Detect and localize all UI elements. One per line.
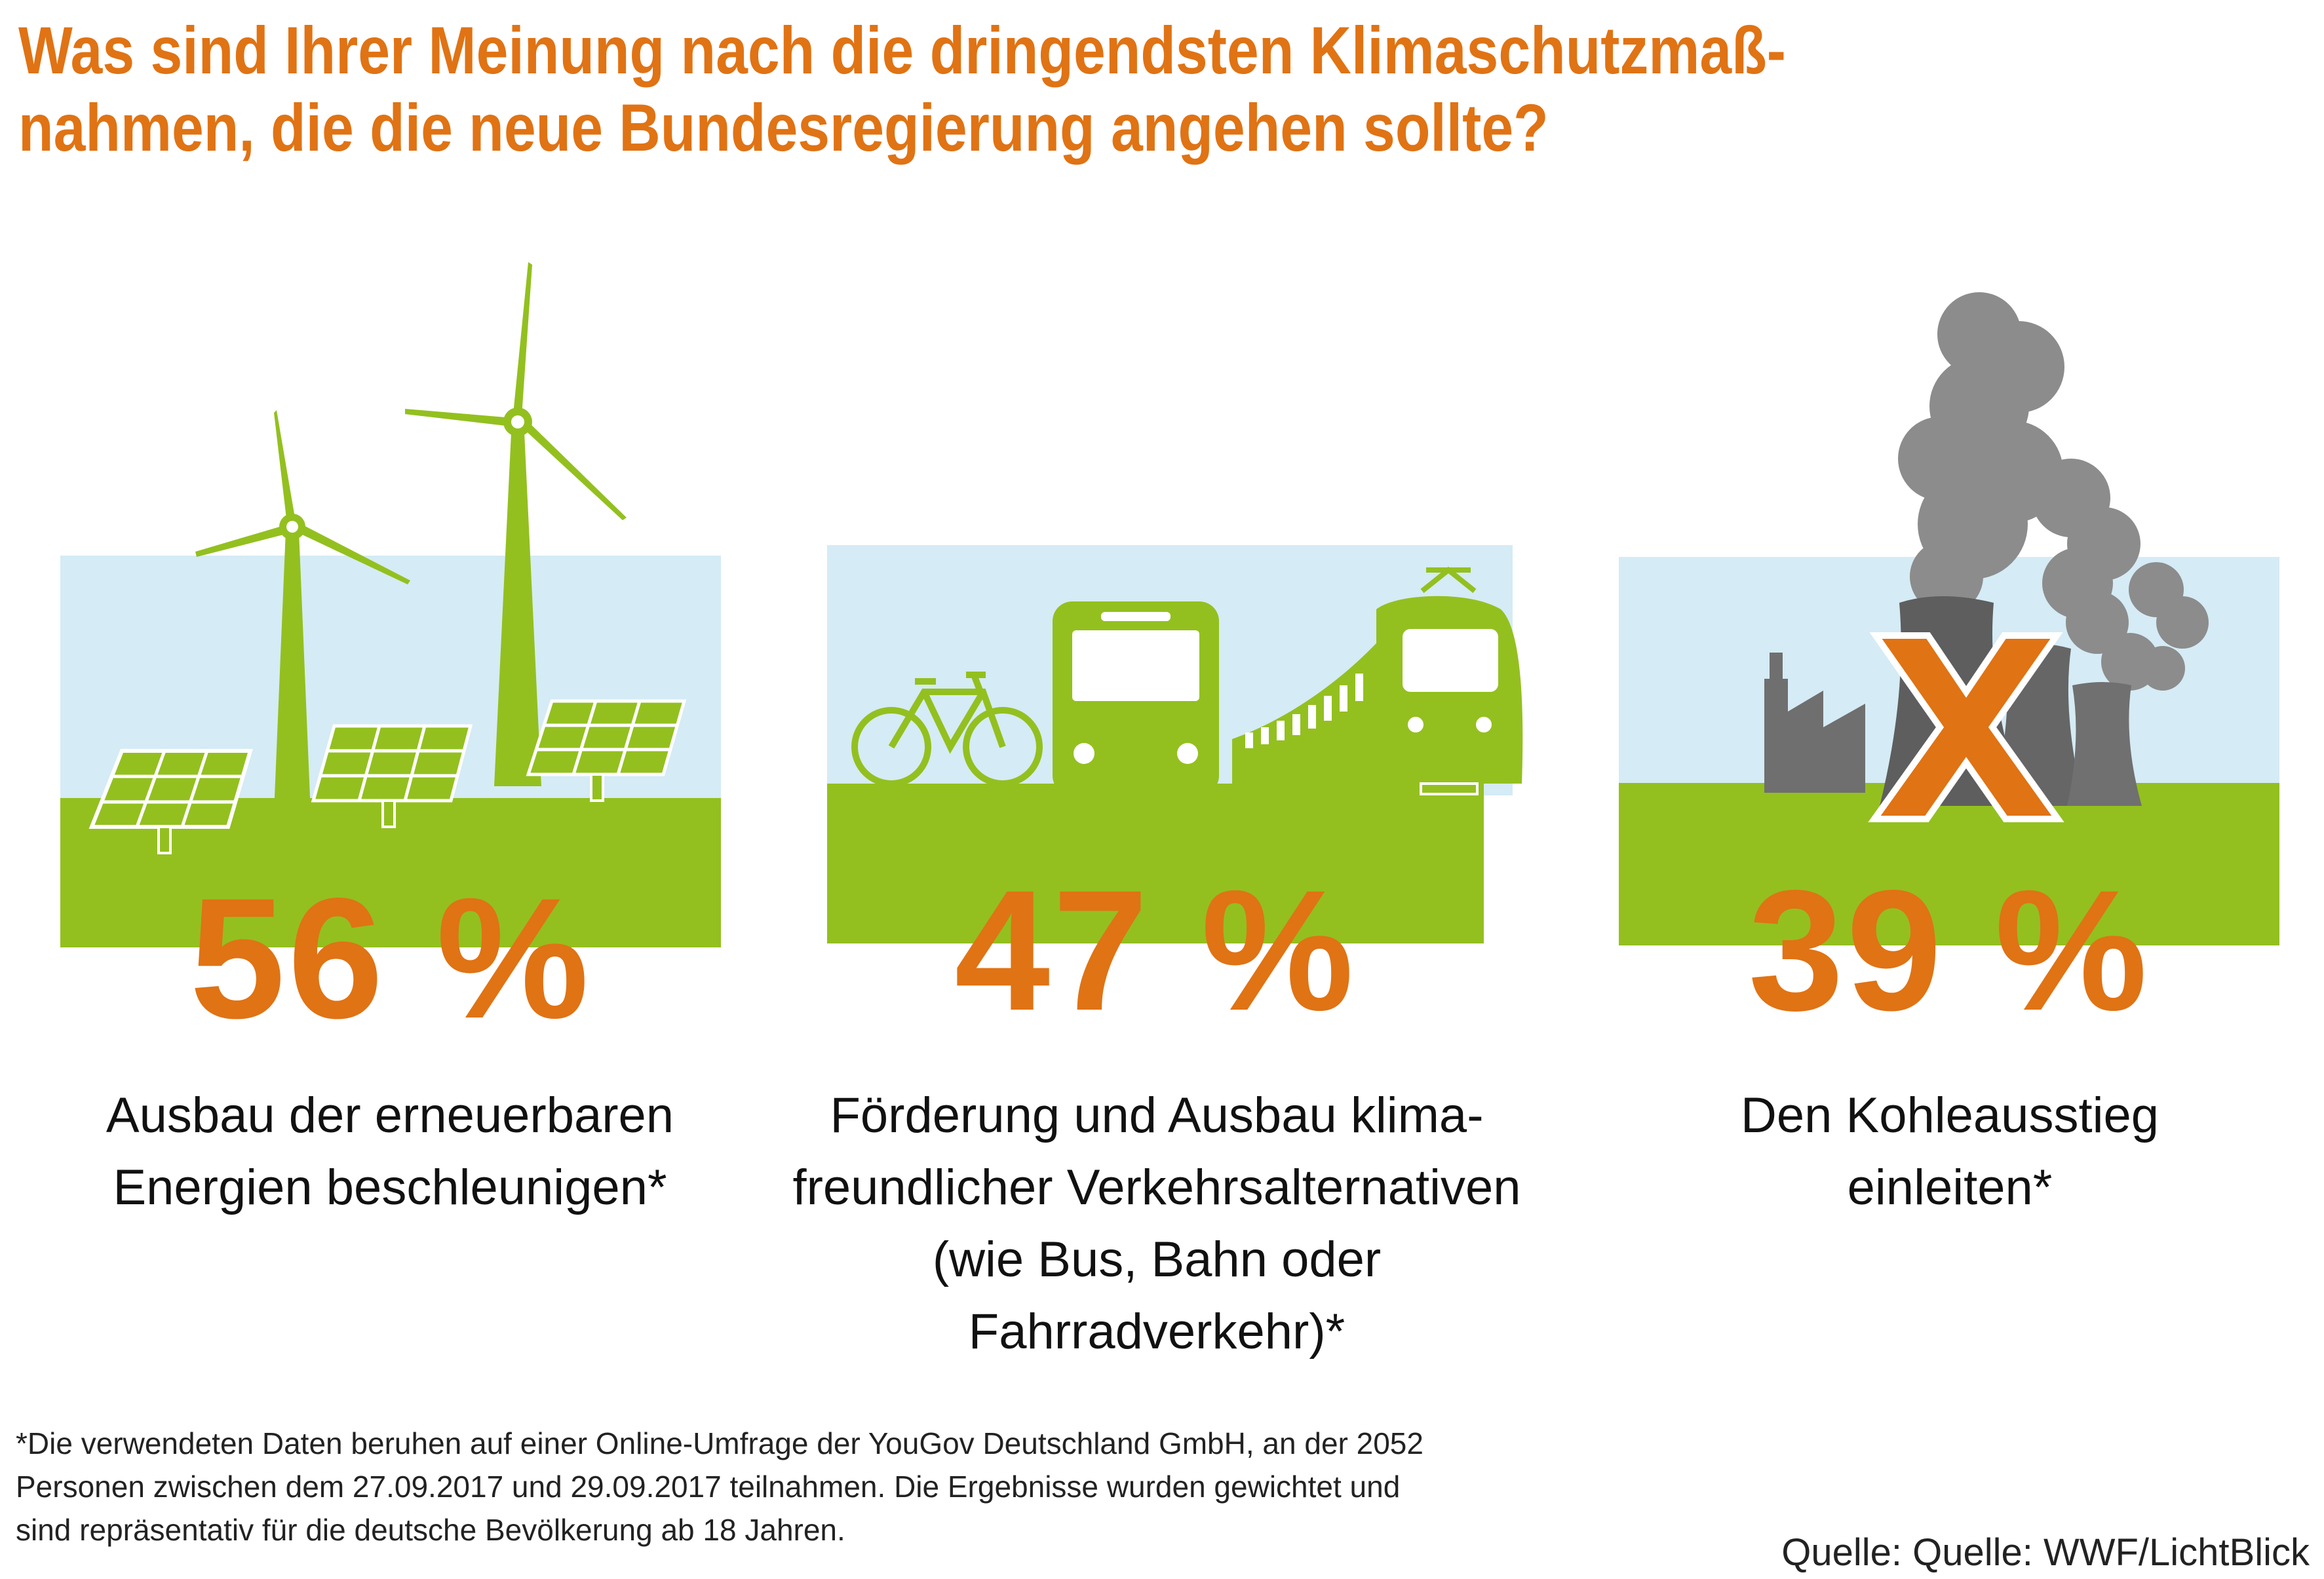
source-label: Quelle: Quelle: WWF/LichtBlick (1781, 1531, 2310, 1574)
category-label-coal: Den Kohleausstieg einleiten* (1599, 1080, 2300, 1224)
category-label-transport: Förderung und Ausbau klima- freundlicher… (780, 1080, 1534, 1368)
category-label-line: Den Kohleausstieg (1741, 1088, 2159, 1143)
value-label-renewables: 56 % (189, 862, 592, 1054)
value-label-transport: 47 % (954, 854, 1357, 1046)
category-label-line: Förderung und Ausbau klima- (830, 1088, 1484, 1143)
bicycle-icon (851, 672, 1043, 787)
smoke-clouds-icon (1898, 292, 2209, 691)
wind-turbine-small-icon (195, 410, 410, 812)
sky-area (827, 545, 1513, 795)
sky-area (60, 556, 721, 798)
bus-icon (1053, 601, 1219, 823)
category-label-line: Energien beschleunigen* (113, 1160, 667, 1215)
footnote: *Die verwendeten Daten beruhen auf einer… (16, 1426, 1423, 1547)
page-title: Was sind Ihrer Meinung nach die dringend… (18, 13, 1786, 165)
train-icon (1232, 566, 1523, 797)
category-label-line: freundlicher Verkehrsalternativen (792, 1160, 1521, 1215)
category-label-line: einleiten* (1847, 1160, 2053, 1215)
solar-panel-left-icon (88, 749, 254, 854)
wind-turbine-large-icon (405, 262, 627, 786)
solar-panel-middle-icon (311, 724, 473, 828)
category-label-renewables: Ausbau der erneuerbaren Energien beschle… (26, 1080, 754, 1224)
category-label-subline: (wie Bus, Bahn oder Fahrradverkehr)* (932, 1232, 1382, 1360)
sky-area (1619, 557, 2279, 783)
cross-icon (1868, 632, 2064, 822)
coal-plant-icon (1764, 596, 2142, 806)
solar-panel-right-icon (526, 699, 687, 802)
category-label-line: Ausbau der erneuerbaren (106, 1088, 674, 1143)
value-label-coal: 39 % (1748, 854, 2150, 1046)
